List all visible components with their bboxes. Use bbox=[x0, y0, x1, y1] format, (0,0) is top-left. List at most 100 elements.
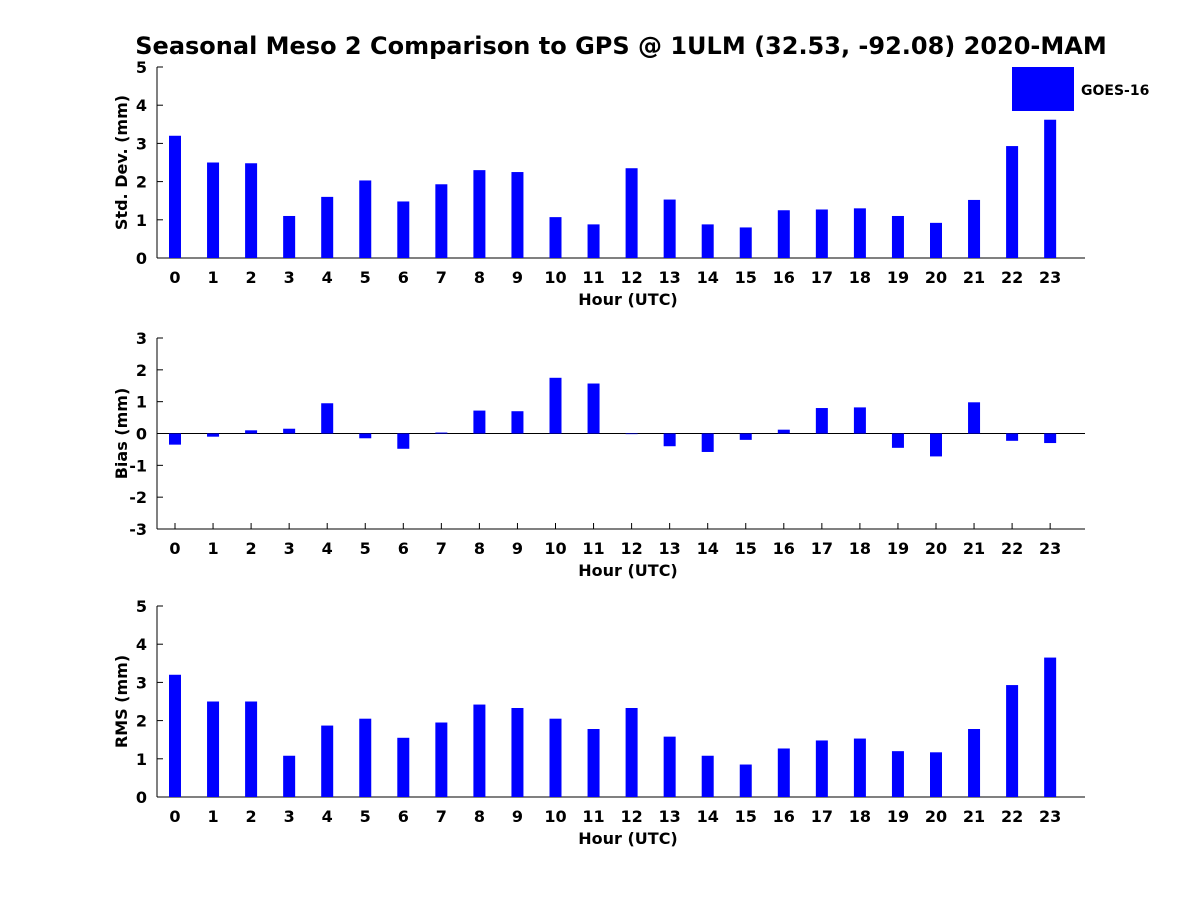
x-tick-label: 7 bbox=[436, 268, 447, 287]
x-tick-label: 3 bbox=[284, 539, 295, 558]
bar-hour-9 bbox=[511, 411, 524, 434]
x-tick-label: 19 bbox=[887, 539, 909, 558]
bar-hour-19 bbox=[891, 433, 904, 448]
bar-hour-16 bbox=[777, 748, 790, 797]
x-tick-label: 15 bbox=[735, 268, 757, 287]
x-tick-label: 17 bbox=[811, 539, 833, 558]
x-tick-label: 14 bbox=[697, 807, 719, 826]
x-tick-label: 20 bbox=[925, 268, 947, 287]
x-tick-label: 1 bbox=[207, 807, 218, 826]
y-tick-label: -1 bbox=[129, 456, 147, 475]
x-tick-label: 0 bbox=[169, 539, 180, 558]
bar-hour-13 bbox=[663, 736, 676, 797]
x-tick-label: 2 bbox=[246, 539, 257, 558]
x-tick-label: 0 bbox=[169, 268, 180, 287]
x-tick-label: 21 bbox=[963, 539, 985, 558]
bar-hour-2 bbox=[245, 701, 258, 797]
x-tick-label: 15 bbox=[735, 539, 757, 558]
y-tick-label: -2 bbox=[129, 488, 147, 507]
bar-hour-12 bbox=[625, 433, 638, 435]
bar-hour-8 bbox=[473, 410, 486, 434]
bar-hour-3 bbox=[283, 215, 296, 258]
x-tick-label: 7 bbox=[436, 539, 447, 558]
bar-hour-21 bbox=[968, 402, 981, 434]
bar-hour-22 bbox=[1006, 146, 1019, 258]
bar-hour-6 bbox=[397, 201, 410, 258]
bar-hour-15 bbox=[739, 227, 752, 258]
bar-hour-0 bbox=[169, 433, 181, 445]
bar-hour-13 bbox=[663, 433, 676, 447]
x-tick-label: 5 bbox=[360, 539, 371, 558]
bar-hour-16 bbox=[777, 429, 790, 434]
x-tick-label: 21 bbox=[963, 807, 985, 826]
y-axis-label: Bias (mm) bbox=[112, 388, 131, 480]
bar-hour-1 bbox=[207, 433, 220, 437]
bar-hour-7 bbox=[435, 722, 448, 797]
x-tick-label: 11 bbox=[582, 539, 604, 558]
bar-hour-9 bbox=[511, 172, 524, 258]
x-tick-label: 18 bbox=[849, 539, 871, 558]
bar-hour-8 bbox=[473, 170, 486, 258]
x-tick-label: 10 bbox=[544, 807, 566, 826]
x-tick-label: 9 bbox=[512, 268, 523, 287]
bar-hour-20 bbox=[930, 433, 942, 457]
bar-hour-1 bbox=[207, 701, 220, 797]
y-tick-label: 5 bbox=[136, 597, 147, 616]
x-tick-label: 9 bbox=[512, 539, 523, 558]
bar-hour-11 bbox=[587, 224, 600, 258]
y-axis-label: RMS (mm) bbox=[112, 655, 131, 748]
bar-hour-3 bbox=[283, 755, 296, 797]
x-tick-label: 10 bbox=[544, 539, 566, 558]
y-tick-label: 3 bbox=[136, 134, 147, 153]
x-tick-label: 23 bbox=[1039, 807, 1061, 826]
bar-hour-4 bbox=[321, 196, 334, 258]
x-axis-label: Hour (UTC) bbox=[578, 290, 678, 309]
x-tick-label: 17 bbox=[811, 268, 833, 287]
x-tick-label: 17 bbox=[811, 807, 833, 826]
legend-swatch-goes-16 bbox=[1012, 67, 1074, 111]
x-tick-label: 8 bbox=[474, 539, 485, 558]
bar-hour-11 bbox=[587, 729, 600, 797]
x-tick-label: 5 bbox=[360, 268, 371, 287]
bar-hour-2 bbox=[245, 430, 258, 434]
bar-hour-5 bbox=[359, 433, 372, 439]
bar-hour-21 bbox=[968, 199, 981, 258]
bar-hour-13 bbox=[663, 199, 676, 258]
x-tick-label: 4 bbox=[322, 807, 333, 826]
y-tick-label: 3 bbox=[136, 673, 147, 692]
bar-hour-3 bbox=[283, 428, 296, 434]
x-tick-label: 11 bbox=[582, 807, 604, 826]
y-tick-label: -3 bbox=[129, 520, 147, 539]
bar-hour-17 bbox=[815, 408, 828, 434]
x-tick-label: 23 bbox=[1039, 539, 1061, 558]
y-tick-label: 0 bbox=[136, 425, 147, 444]
chart-title: Seasonal Meso 2 Comparison to GPS @ 1ULM… bbox=[135, 32, 1106, 60]
x-tick-label: 6 bbox=[398, 539, 409, 558]
bar-hour-18 bbox=[853, 208, 866, 258]
bar-hour-16 bbox=[777, 210, 790, 258]
bar-hour-15 bbox=[739, 764, 752, 797]
x-tick-label: 14 bbox=[697, 539, 719, 558]
bar-hour-11 bbox=[587, 383, 600, 434]
bar-hour-17 bbox=[815, 209, 828, 258]
y-tick-label: 2 bbox=[136, 712, 147, 731]
x-tick-label: 21 bbox=[963, 268, 985, 287]
y-tick-label: 4 bbox=[136, 635, 147, 654]
x-tick-label: 14 bbox=[697, 268, 719, 287]
bar-hour-5 bbox=[359, 718, 372, 797]
bar-hour-12 bbox=[625, 707, 638, 797]
x-tick-label: 16 bbox=[773, 268, 795, 287]
bar-hour-23 bbox=[1044, 119, 1057, 258]
x-tick-label: 22 bbox=[1001, 807, 1023, 826]
legend-label: GOES-16 bbox=[1081, 83, 1149, 99]
bar-hour-18 bbox=[853, 738, 866, 797]
bar-hour-6 bbox=[397, 433, 410, 449]
x-tick-label: 9 bbox=[512, 807, 523, 826]
y-tick-label: 4 bbox=[136, 96, 147, 115]
bar-hour-17 bbox=[815, 740, 828, 797]
bar-hour-18 bbox=[853, 407, 866, 434]
bar-hour-19 bbox=[891, 751, 904, 797]
bar-hour-23 bbox=[1044, 433, 1057, 444]
bar-hour-8 bbox=[473, 704, 486, 797]
